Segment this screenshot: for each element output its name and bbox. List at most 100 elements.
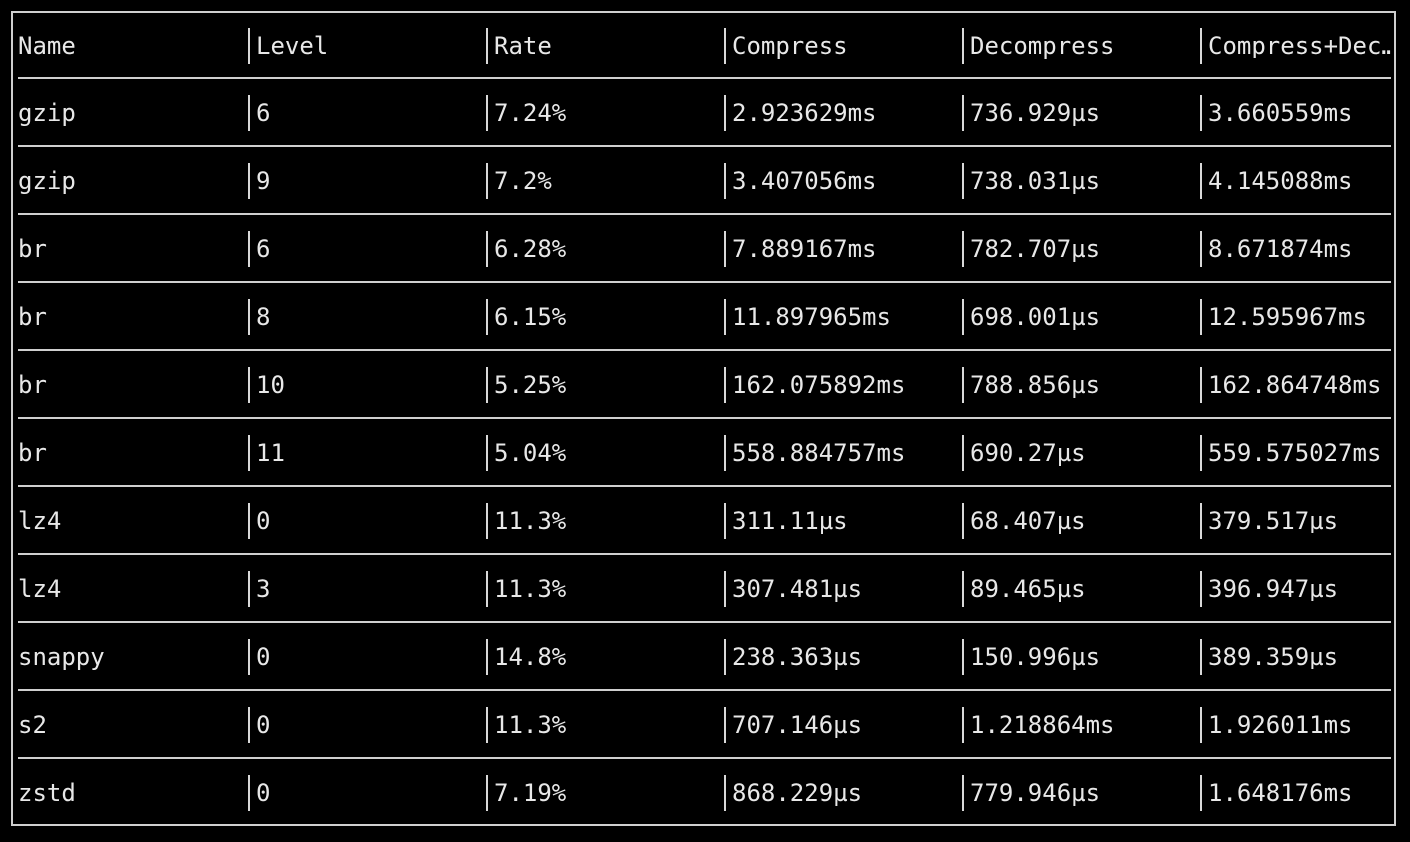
cell-text: 162.864748ms bbox=[1208, 373, 1382, 397]
cell-text: 396.947µs bbox=[1208, 577, 1339, 601]
cell-text: 782.707µs bbox=[970, 235, 1101, 263]
cell-compress-decompress: 396.947µs bbox=[1200, 555, 1391, 623]
cell-decompress: 698.001µs bbox=[962, 283, 1198, 351]
cell-compress: 162.075892ms bbox=[724, 351, 960, 419]
cell-text: 6 bbox=[256, 99, 271, 127]
cell-text: 738.031µs bbox=[970, 167, 1101, 195]
cell-rate: 7.2% bbox=[486, 147, 722, 215]
header-cell-rate: Rate bbox=[486, 12, 722, 79]
cell-text: 11.3% bbox=[494, 507, 567, 535]
table-row: lz4 3 11.3% 307.481µs 89.465µs 396.947µs bbox=[18, 555, 1391, 623]
cell-decompress: 736.929µs bbox=[962, 79, 1198, 147]
cell-name: gzip bbox=[18, 147, 246, 215]
cell-level: 0 bbox=[248, 487, 484, 555]
header-cell-decompress: Decompress bbox=[962, 12, 1198, 79]
cell-text: 558.884757ms bbox=[732, 439, 906, 467]
row-divider bbox=[18, 77, 1391, 79]
cell-name: s2 bbox=[18, 691, 246, 759]
cell-text: 11 bbox=[256, 439, 285, 467]
cell-text: 779.946µs bbox=[970, 779, 1101, 807]
cell-text: 5.04% bbox=[494, 439, 567, 467]
cell-name: lz4 bbox=[18, 555, 246, 623]
cell-compress-decompress: 379.517µs bbox=[1200, 487, 1391, 555]
cell-name: gzip bbox=[18, 79, 246, 147]
cell-text: 12.595967ms bbox=[1208, 305, 1367, 329]
cell-text: 8 bbox=[256, 303, 271, 331]
cell-text: 736.929µs bbox=[970, 99, 1101, 127]
cell-compress: 11.897965ms bbox=[724, 283, 960, 351]
cell-text: 150.996µs bbox=[970, 643, 1101, 671]
cell-compress: 3.407056ms bbox=[724, 147, 960, 215]
cell-text: zstd bbox=[18, 779, 76, 807]
cell-level: 10 bbox=[248, 351, 484, 419]
cell-level: 3 bbox=[248, 555, 484, 623]
cell-compress-decompress: 389.359µs bbox=[1200, 623, 1391, 691]
table-row: gzip 9 7.2% 3.407056ms 738.031µs 4.14508… bbox=[18, 147, 1391, 215]
cell-text: 11.3% bbox=[494, 575, 567, 603]
cell-text: 311.11µs bbox=[732, 507, 848, 535]
cell-decompress: 782.707µs bbox=[962, 215, 1198, 283]
cell-text: br bbox=[18, 235, 47, 263]
cell-text: 307.481µs bbox=[732, 575, 863, 603]
cell-name: lz4 bbox=[18, 487, 246, 555]
cell-rate: 7.24% bbox=[486, 79, 722, 147]
cell-text: 3.660559ms bbox=[1208, 101, 1353, 125]
table-row: br 6 6.28% 7.889167ms 782.707µs 8.671874… bbox=[18, 215, 1391, 283]
table-row: snappy 0 14.8% 238.363µs 150.996µs 389.3… bbox=[18, 623, 1391, 691]
row-divider bbox=[18, 349, 1391, 351]
cell-compress-decompress: 1.648176ms bbox=[1200, 759, 1391, 827]
cell-compress: 2.923629ms bbox=[724, 79, 960, 147]
row-divider bbox=[18, 213, 1391, 215]
header-label: Decompress bbox=[970, 31, 1115, 60]
header-cell-compress-decompress: Compress+Dec… bbox=[1200, 12, 1391, 79]
cell-text: 10 bbox=[256, 371, 285, 399]
cell-text: lz4 bbox=[18, 507, 62, 535]
cell-text: 6 bbox=[256, 235, 271, 263]
cell-text: 0 bbox=[256, 711, 271, 739]
cell-compress: 307.481µs bbox=[724, 555, 960, 623]
cell-text: 389.359µs bbox=[1208, 645, 1339, 669]
cell-compress: 868.229µs bbox=[724, 759, 960, 827]
cell-decompress: 1.218864ms bbox=[962, 691, 1198, 759]
cell-compress: 311.11µs bbox=[724, 487, 960, 555]
cell-rate: 5.25% bbox=[486, 351, 722, 419]
row-divider bbox=[18, 621, 1391, 623]
cell-text: 559.575027ms bbox=[1208, 441, 1382, 465]
cell-text: 9 bbox=[256, 167, 271, 195]
cell-name: br bbox=[18, 215, 246, 283]
table-row: s2 0 11.3% 707.146µs 1.218864ms 1.926011… bbox=[18, 691, 1391, 759]
row-divider bbox=[18, 485, 1391, 487]
row-divider bbox=[18, 553, 1391, 555]
cell-compress-decompress: 162.864748ms bbox=[1200, 351, 1391, 419]
cell-text: 7.19% bbox=[494, 779, 567, 807]
row-divider bbox=[18, 757, 1391, 759]
cell-text: 68.407µs bbox=[970, 507, 1086, 535]
cell-text: 2.923629ms bbox=[732, 99, 877, 127]
cell-text: 162.075892ms bbox=[732, 371, 906, 399]
cell-text: 8.671874ms bbox=[1208, 237, 1353, 261]
table-header-row: Name Level Rate Compress Decompress Comp… bbox=[18, 12, 1391, 79]
cell-level: 0 bbox=[248, 623, 484, 691]
table-row: br 11 5.04% 558.884757ms 690.27µs 559.57… bbox=[18, 419, 1391, 487]
cell-compress: 707.146µs bbox=[724, 691, 960, 759]
cell-text: 7.24% bbox=[494, 99, 567, 127]
cell-rate: 5.04% bbox=[486, 419, 722, 487]
cell-text: gzip bbox=[18, 167, 76, 195]
header-label: Rate bbox=[494, 31, 552, 60]
cell-compress: 238.363µs bbox=[724, 623, 960, 691]
cell-text: 690.27µs bbox=[970, 439, 1086, 467]
cell-decompress: 779.946µs bbox=[962, 759, 1198, 827]
cell-text: 379.517µs bbox=[1208, 509, 1339, 533]
cell-compress-decompress: 1.926011ms bbox=[1200, 691, 1391, 759]
cell-text: 698.001µs bbox=[970, 303, 1101, 331]
cell-text: 0 bbox=[256, 507, 271, 535]
cell-text: 868.229µs bbox=[732, 779, 863, 807]
row-divider bbox=[18, 417, 1391, 419]
cell-text: 0 bbox=[256, 643, 271, 671]
cell-decompress: 68.407µs bbox=[962, 487, 1198, 555]
cell-compress-decompress: 3.660559ms bbox=[1200, 79, 1391, 147]
header-cell-name: Name bbox=[18, 12, 246, 79]
cell-text: br bbox=[18, 303, 47, 331]
row-divider bbox=[18, 145, 1391, 147]
cell-compress-decompress: 559.575027ms bbox=[1200, 419, 1391, 487]
